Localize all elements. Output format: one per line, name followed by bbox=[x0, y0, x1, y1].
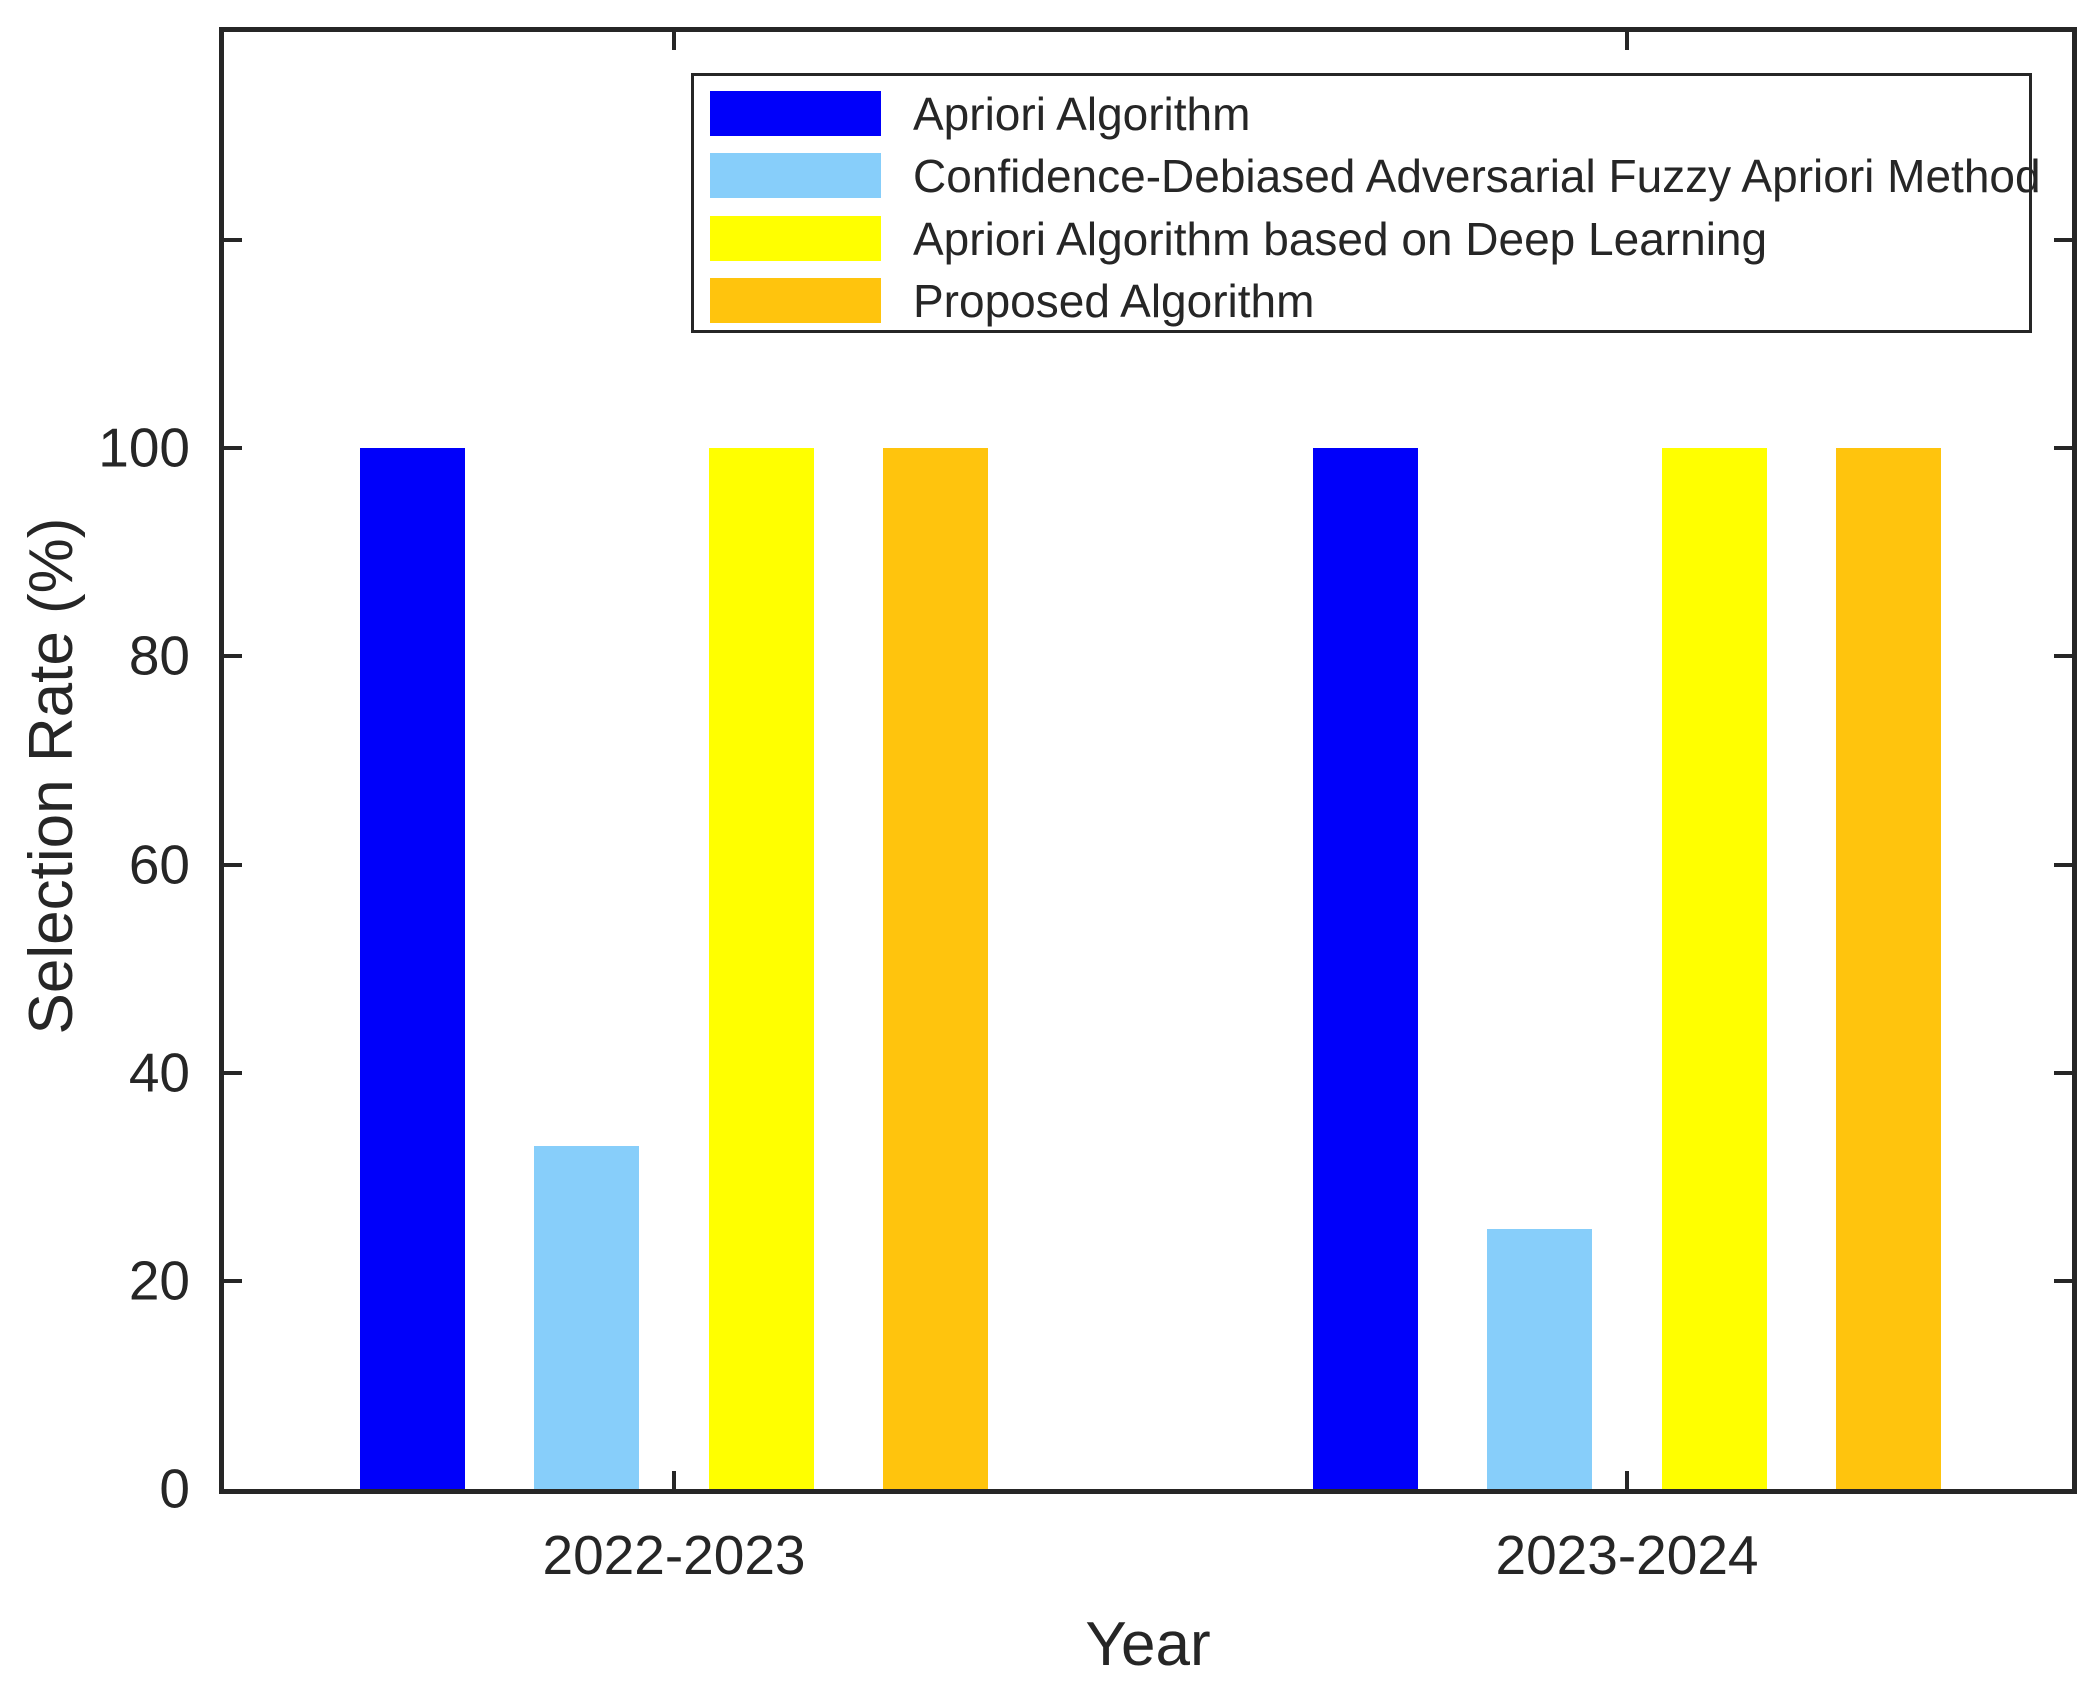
legend-label: Apriori Algorithm based on Deep Learning bbox=[913, 212, 1768, 265]
legend-item: Apriori Algorithm bbox=[694, 87, 2029, 140]
x-tick-bottom bbox=[1625, 1471, 1629, 1489]
x-tick-bottom bbox=[672, 1471, 676, 1489]
bar-1-group-1 bbox=[359, 448, 465, 1489]
y-tick-label: 60 bbox=[128, 833, 190, 896]
y-tick-right bbox=[2054, 238, 2072, 243]
legend-swatch-4 bbox=[710, 278, 881, 323]
x-axis-title: Year bbox=[1085, 1610, 1211, 1679]
y-tick-left bbox=[224, 862, 242, 867]
x-tick-top bbox=[1625, 32, 1629, 50]
y-tick-label: 80 bbox=[128, 624, 190, 687]
x-tick-label: 2023-2024 bbox=[1495, 1524, 1759, 1586]
bar-2-group-2 bbox=[1487, 1228, 1593, 1489]
legend-swatch-2 bbox=[710, 153, 881, 198]
legend-label: Proposed Algorithm bbox=[913, 274, 1315, 327]
y-tick-label: 40 bbox=[128, 1041, 190, 1104]
y-axis-title: Selection Rate (%) bbox=[17, 517, 86, 1034]
legend-label: Apriori Algorithm bbox=[913, 87, 1251, 140]
y-tick-left bbox=[224, 1278, 242, 1283]
bar-4-group-1 bbox=[883, 448, 989, 1489]
bar-3-group-1 bbox=[708, 448, 814, 1489]
legend-label: Confidence-Debiased Adversarial Fuzzy Ap… bbox=[913, 149, 2041, 202]
y-tick-right bbox=[2054, 1278, 2072, 1283]
y-tick-left bbox=[224, 446, 242, 451]
y-tick-right bbox=[2054, 654, 2072, 659]
legend-swatch-1 bbox=[710, 91, 881, 136]
y-tick-left bbox=[224, 654, 242, 659]
y-tick-label: 100 bbox=[98, 416, 190, 479]
legend-item: Confidence-Debiased Adversarial Fuzzy Ap… bbox=[694, 153, 2041, 199]
y-tick-label: 0 bbox=[159, 1457, 190, 1520]
legend-swatch-3 bbox=[710, 216, 881, 261]
y-tick-right bbox=[2054, 446, 2072, 451]
bar-2-group-1 bbox=[534, 1145, 640, 1489]
x-tick-label: 2022-2023 bbox=[542, 1524, 806, 1586]
plot-area bbox=[219, 27, 2077, 1494]
y-tick-right bbox=[2054, 862, 2072, 867]
legend-item: Proposed Algorithm bbox=[694, 274, 2029, 327]
plot-inner-area bbox=[224, 32, 2072, 1489]
x-tick-top bbox=[672, 32, 676, 50]
y-tick-label: 20 bbox=[128, 1249, 190, 1312]
legend-item: Apriori Algorithm based on Deep Learning bbox=[694, 212, 2029, 265]
legend: Apriori Algorithm Confidence-Debiased Adv… bbox=[691, 73, 2041, 333]
y-tick-left bbox=[224, 1070, 242, 1075]
y-tick-right bbox=[2054, 1070, 2072, 1075]
bar-1-group-2 bbox=[1312, 448, 1418, 1489]
y-tick-left bbox=[224, 238, 242, 243]
bar-3-group-2 bbox=[1661, 448, 1767, 1489]
bar-4-group-2 bbox=[1836, 448, 1942, 1489]
